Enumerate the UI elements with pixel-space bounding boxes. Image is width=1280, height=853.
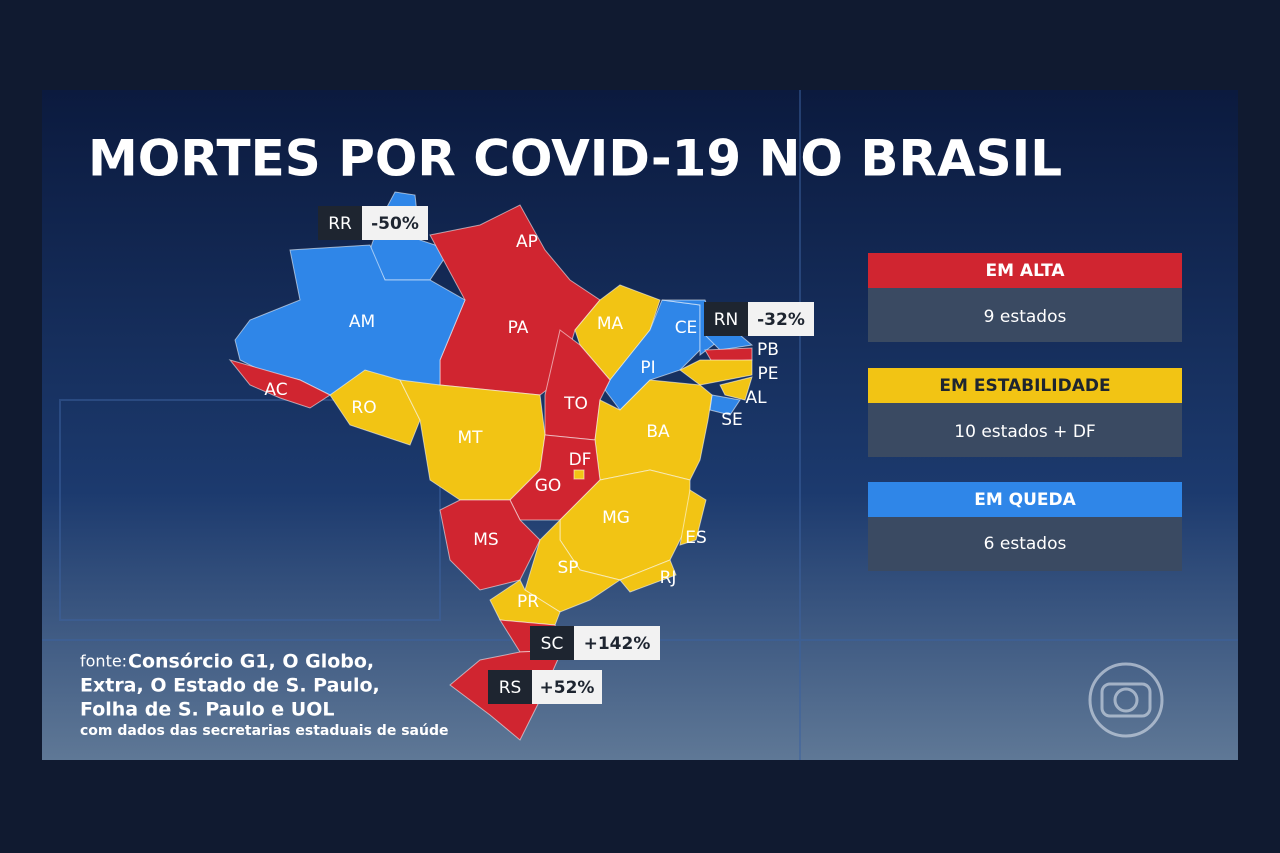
callout-state: RR — [328, 214, 352, 234]
broadcaster-logo — [1088, 662, 1164, 738]
state-label: BA — [646, 422, 670, 442]
state-label: DF — [569, 450, 592, 470]
source-line: Consórcio G1, O Globo, — [128, 651, 374, 673]
legend-count: 9 estados — [984, 307, 1067, 327]
legend-label: EM ESTABILIDADE — [939, 376, 1110, 396]
state-shape — [679, 359, 753, 386]
callout-value-box — [362, 206, 428, 240]
state-label: PI — [640, 358, 655, 378]
state-shape — [719, 376, 753, 401]
callout-state-box — [704, 302, 748, 336]
legend-header — [868, 482, 1182, 517]
state-label: AM — [349, 312, 375, 332]
source-line: Folha de S. Paulo e UOL — [80, 699, 335, 721]
state-label: RO — [351, 398, 376, 418]
callout-value: -32% — [757, 310, 805, 330]
state-label: PA — [508, 318, 529, 338]
state-label: PR — [517, 592, 539, 612]
state-label: ES — [685, 528, 707, 548]
state-label: RJ — [660, 568, 677, 588]
state-shape — [619, 559, 677, 593]
callout-state: RS — [499, 678, 522, 698]
state-label: SE — [721, 410, 743, 430]
callout-state-box — [488, 670, 532, 704]
legend-body — [868, 517, 1182, 571]
legend-label: EM QUEDA — [974, 490, 1076, 510]
legend-count: 6 estados — [984, 534, 1067, 554]
source-note: com dados das secretarias estaduais de s… — [80, 723, 448, 739]
state-label: TO — [563, 394, 588, 414]
state-label: MT — [457, 428, 483, 448]
state-shape — [573, 469, 585, 480]
callout-state: RN — [714, 310, 739, 330]
state-label: AC — [264, 380, 287, 400]
legend-count: 10 estados + DF — [954, 422, 1095, 442]
legend-body — [868, 288, 1182, 342]
legend: EM ALTA 9 estados EM ESTABILIDADE 10 est… — [868, 253, 1182, 571]
legend-body — [868, 403, 1182, 457]
callout-value: -50% — [371, 214, 419, 234]
state-label: PB — [757, 340, 779, 360]
state-shape — [228, 359, 332, 409]
state-label: PE — [758, 364, 779, 384]
callout-value: +142% — [584, 634, 651, 654]
state-label: GO — [535, 476, 562, 496]
source-prefix: fonte: — [80, 652, 127, 671]
callout-value: +52% — [540, 678, 595, 698]
callout-value-box — [574, 626, 660, 660]
state-labels: AP AM PA MA CE PB PE AL SE PI AC RO MT T… — [264, 232, 779, 612]
state-label: CE — [675, 318, 698, 338]
callout-value-box — [532, 670, 602, 704]
state-label: AL — [745, 388, 767, 408]
callout-state-box — [318, 206, 362, 240]
legend-header — [868, 368, 1182, 403]
source-line: Extra, O Estado de S. Paulo, — [80, 675, 380, 697]
callouts: RR -50% RN -32% SC +142% RS +52% — [318, 206, 814, 704]
source: fonte: Consórcio G1, O Globo, Extra, O E… — [80, 651, 448, 740]
title: MORTES POR COVID-19 NO BRASIL — [88, 130, 1062, 188]
callout-state-box — [530, 626, 574, 660]
callout-value-box — [748, 302, 814, 336]
state-label: SP — [557, 558, 578, 578]
legend-label: EM ALTA — [985, 261, 1065, 281]
state-shape — [679, 489, 707, 546]
callout-state: SC — [541, 634, 564, 654]
state-label: MG — [602, 508, 630, 528]
state-label: MA — [597, 314, 624, 334]
state-label: MS — [473, 530, 498, 550]
state-label: AP — [516, 232, 538, 252]
legend-header — [868, 253, 1182, 288]
